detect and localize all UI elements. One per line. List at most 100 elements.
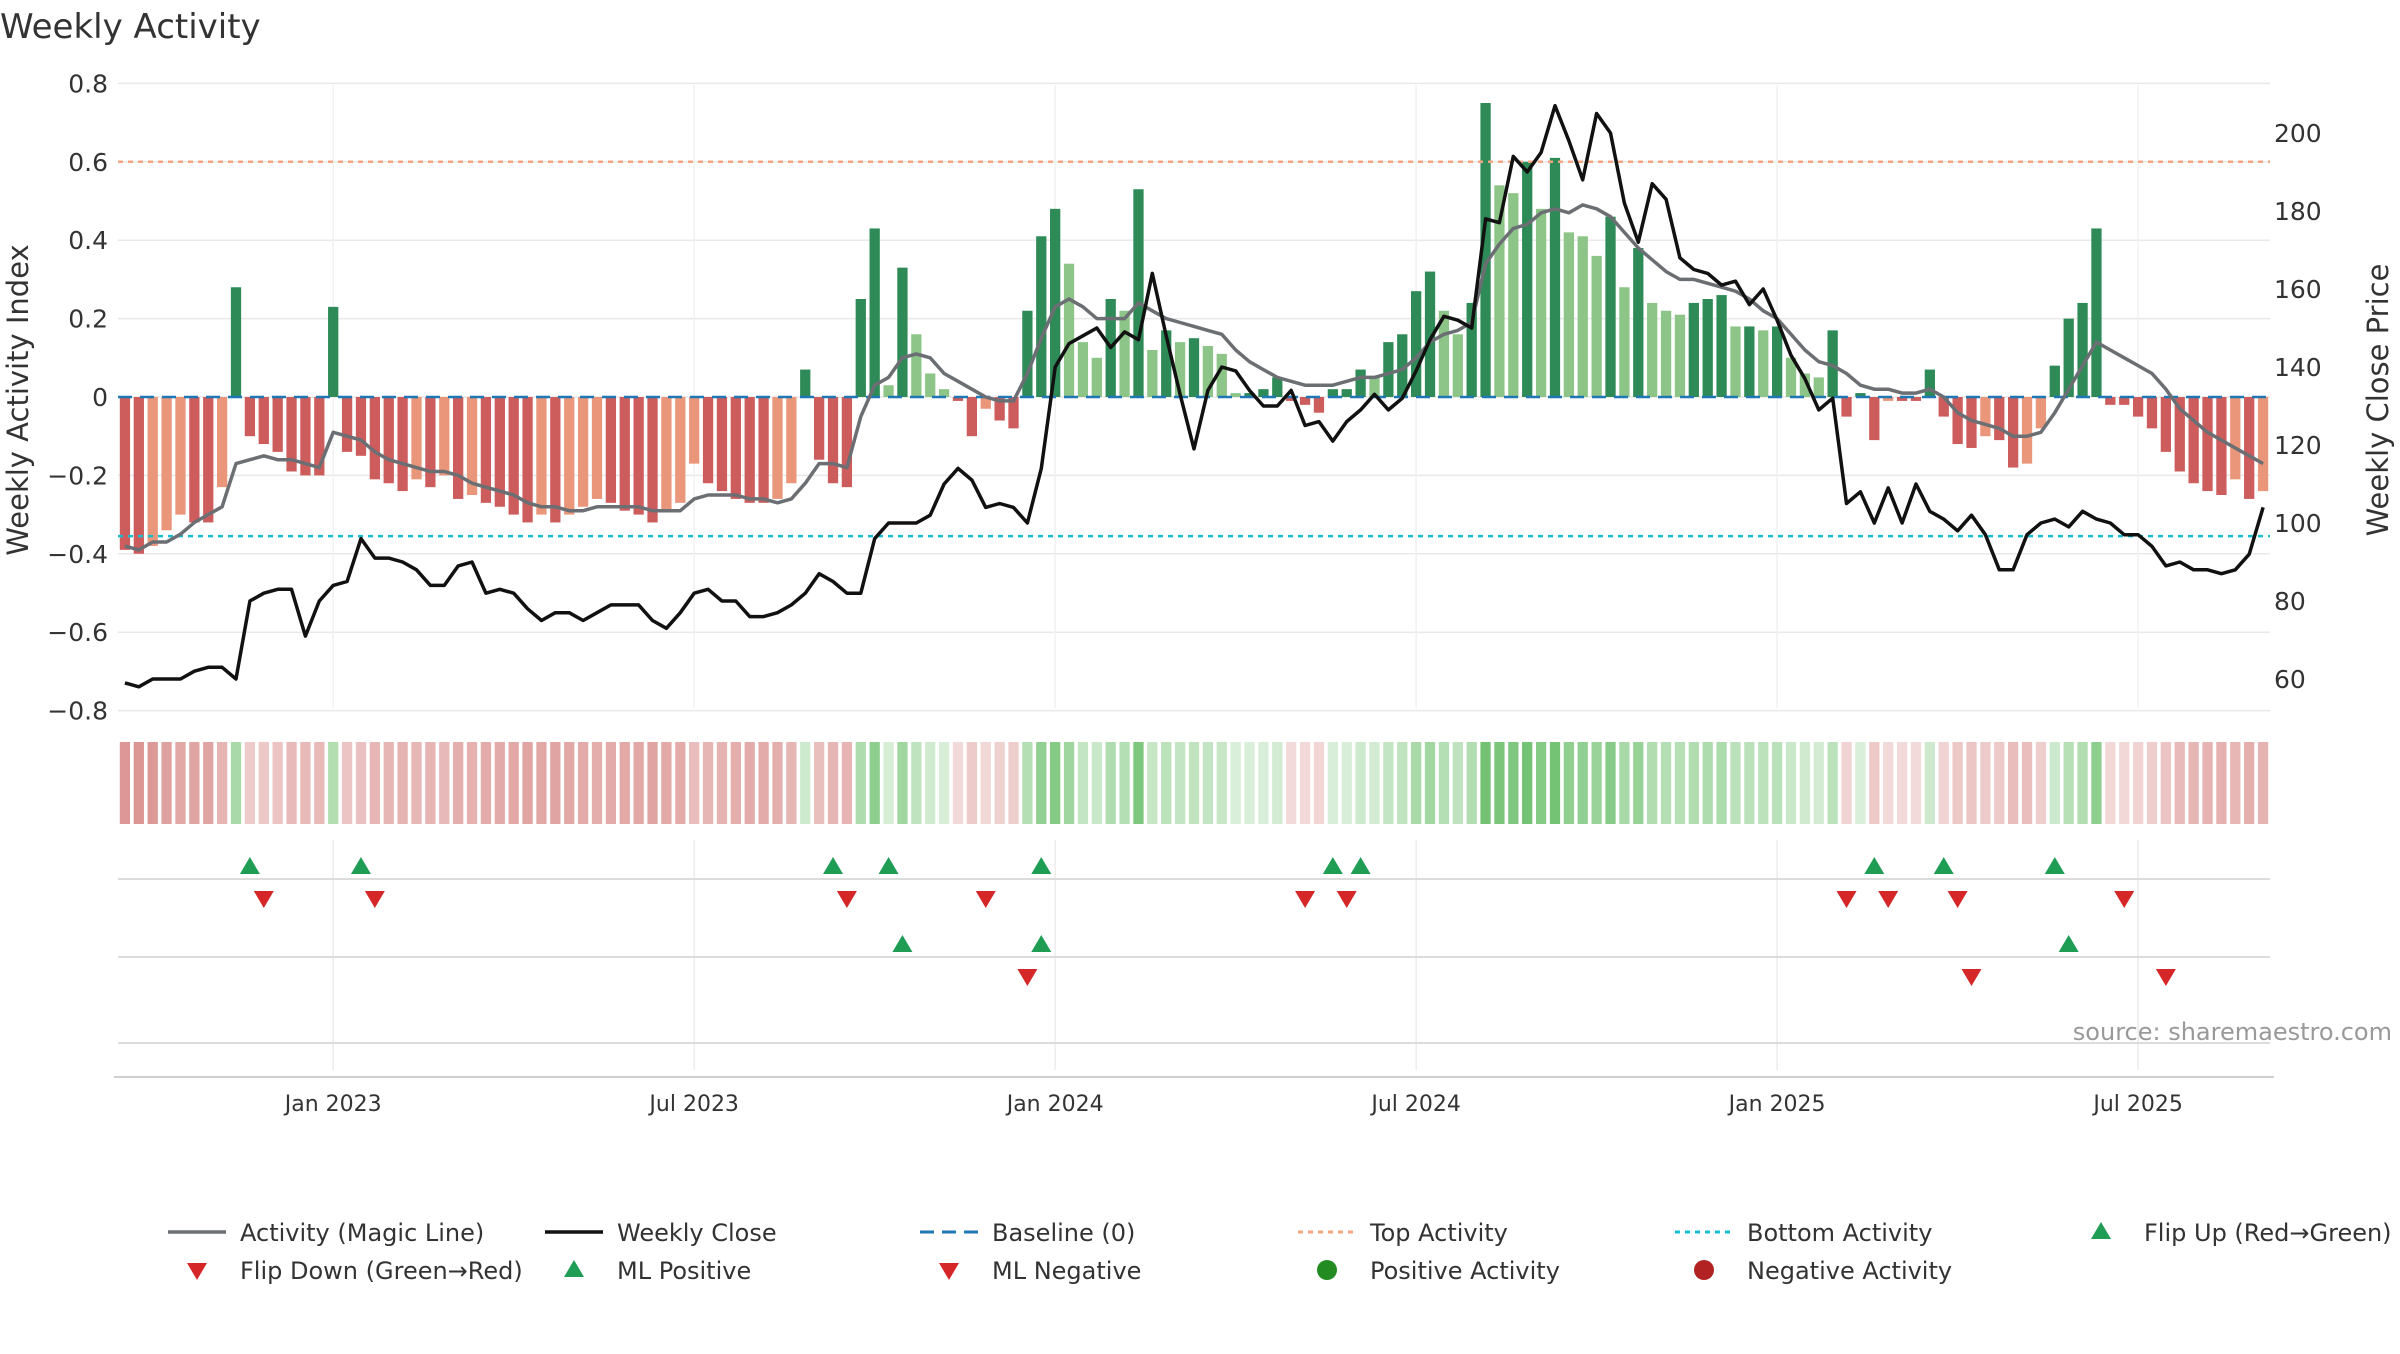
heat-cell [1022, 742, 1033, 824]
y-right-axis-label: Weekly Close Price [2361, 264, 2395, 537]
activity-bar [1633, 248, 1644, 397]
activity-bar [1522, 161, 1533, 397]
activity-bar [1813, 377, 1824, 397]
activity-bar [883, 385, 894, 397]
activity-bar [522, 397, 533, 523]
activity-bar [175, 397, 186, 515]
heat-cell [314, 742, 325, 824]
heat-cell [689, 742, 700, 824]
activity-bar [1619, 287, 1630, 397]
activity-bar [425, 397, 436, 488]
heat-cell [827, 742, 839, 824]
heat-cell [1869, 742, 1880, 824]
activity-bar [397, 397, 408, 492]
heat-cell [397, 742, 408, 824]
activity-bar [1758, 330, 1769, 397]
activity-bar [1258, 389, 1269, 397]
activity-bar [925, 373, 936, 397]
x-tick-label: Jan 2024 [1005, 1092, 1104, 1117]
activity-bar [1036, 236, 1047, 397]
grid-layer [118, 82, 2270, 1070]
series-lines [124, 103, 2265, 689]
ml-positive-marker [1031, 935, 1052, 952]
heat-cell [2008, 742, 2019, 824]
heat-cell [2132, 742, 2144, 824]
source-credit: source: sharemaestro.com [2073, 1018, 2392, 1046]
heat-cell [550, 742, 561, 824]
activity-bar [1355, 369, 1366, 397]
magic-line-series [124, 203, 2264, 552]
flip-up-marker [1031, 857, 1052, 874]
activity-bar [230, 287, 242, 397]
heat-cell [1452, 742, 1463, 824]
ml-negative-marker [2155, 969, 2176, 986]
activity-bars [119, 103, 2269, 554]
heat-cell [2216, 742, 2227, 824]
y-left-tick-label: 0 [92, 383, 108, 412]
heat-cell [1855, 742, 1866, 824]
activity-bar [744, 397, 755, 503]
heat-cell [1994, 742, 2005, 824]
heat-cell [1952, 742, 1963, 824]
legend-label: Activity (Magic Line) [240, 1219, 484, 1247]
activity-bar [258, 397, 269, 445]
heat-cell [1605, 742, 1616, 824]
y-right-tick-label: 160 [2274, 275, 2322, 304]
activity-bar [911, 334, 922, 397]
heat-cell [1549, 742, 1561, 824]
activity-bar [730, 397, 741, 499]
flip-down-marker [1836, 891, 1857, 908]
flip-up-marker [239, 857, 260, 874]
heat-cell [453, 742, 464, 824]
activity-bar [1563, 232, 1575, 397]
activity-bar [841, 397, 853, 488]
heat-cell [466, 742, 478, 824]
y-right-tick-label: 140 [2274, 353, 2322, 382]
heat-cell [2035, 742, 2047, 824]
heat-cell [1355, 742, 1366, 824]
activity-bar [1133, 189, 1144, 397]
heat-cell [1216, 742, 1227, 824]
heat-cell [925, 742, 936, 824]
flip-down-marker [975, 891, 996, 908]
activity-bar [1299, 397, 1311, 405]
flip-down-marker [1295, 891, 1316, 908]
heat-cell [911, 742, 922, 824]
heat-cell [633, 742, 644, 824]
heat-cell [1522, 742, 1533, 824]
activity-bar [2091, 228, 2102, 397]
activity-bar [1938, 397, 1949, 417]
heat-cell [411, 742, 422, 824]
flip-up-marker [823, 857, 844, 874]
activity-bar [1452, 334, 1463, 397]
legend-label: Bottom Activity [1747, 1219, 1932, 1247]
activity-bar [2146, 397, 2158, 429]
legend-label: Positive Activity [1370, 1257, 1560, 1285]
activity-bar [1369, 377, 1380, 397]
activity-bar [1508, 193, 1519, 397]
activity-bar [1674, 314, 1686, 397]
activity-bar [1994, 397, 2005, 441]
heat-cell [1730, 742, 1741, 824]
activity-bar [1161, 330, 1172, 397]
activity-bar [1855, 393, 1866, 397]
activity-bar [647, 397, 658, 523]
heat-cell [439, 742, 450, 824]
activity-bar [119, 397, 131, 550]
y-left-tick-label: 0.2 [68, 305, 108, 334]
heat-cell [175, 742, 186, 824]
heat-cell [1577, 742, 1588, 824]
activity-bar [1980, 397, 1991, 437]
activity-bar [1008, 397, 1019, 429]
heat-cell [1105, 742, 1116, 824]
legend-swatch-triangle-down [187, 1263, 207, 1280]
heat-cell [383, 742, 394, 824]
y-left-axis-label: Weekly Activity Index [1, 244, 35, 555]
heat-cell [1147, 742, 1158, 824]
flip-down-marker [836, 891, 857, 908]
activity-bar [577, 397, 589, 507]
heat-cell [1244, 742, 1255, 824]
heat-cell [1924, 742, 1935, 824]
activity-bar [480, 397, 492, 503]
heat-cell [938, 742, 950, 824]
